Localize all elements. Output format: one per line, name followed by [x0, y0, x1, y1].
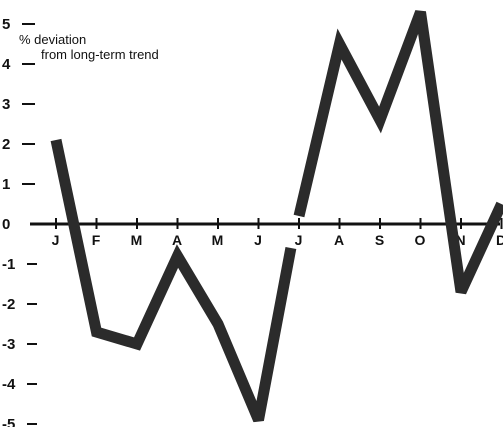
x-tick-label: J — [295, 232, 303, 248]
x-tick-label: M — [131, 232, 143, 248]
y-tick-label: -4 — [2, 376, 16, 393]
y-tick-label: 0 — [2, 216, 10, 233]
x-tick-label: M — [212, 232, 224, 248]
series-line — [50, 10, 503, 423]
y-tick-label: -2 — [2, 296, 15, 313]
series-line-segment-1 — [50, 138, 297, 423]
y-axis: 5 4 3 2 1 0 -1 -2 -3 -4 -5 — [2, 16, 37, 427]
y-tick-label: 2 — [2, 136, 10, 153]
series-line-segment-2 — [293, 10, 503, 295]
y-tick-label: 5 — [2, 16, 10, 33]
y-tick-label: 4 — [2, 56, 11, 73]
y-tick-label: -3 — [2, 336, 15, 353]
x-tick-label: N — [455, 232, 465, 248]
x-tick-label: A — [334, 232, 344, 248]
y-tick-label: 1 — [2, 176, 10, 193]
y-axis-label-line-1: % deviation — [19, 32, 86, 47]
y-axis-label: % deviation from long-term trend — [19, 32, 159, 62]
y-axis-label-line-2: from long-term trend — [41, 47, 159, 62]
x-tick-label: O — [415, 232, 426, 248]
y-tick-label: 3 — [2, 96, 10, 113]
x-tick-label: D — [496, 232, 503, 248]
x-tick-label: J — [254, 232, 262, 248]
y-tick-label: -5 — [2, 416, 15, 427]
x-tick-label: J — [52, 232, 60, 248]
x-tick-label: S — [375, 232, 384, 248]
y-tick-label: -1 — [2, 256, 15, 273]
x-tick-label: F — [92, 232, 101, 248]
x-tick-label: A — [172, 232, 182, 248]
